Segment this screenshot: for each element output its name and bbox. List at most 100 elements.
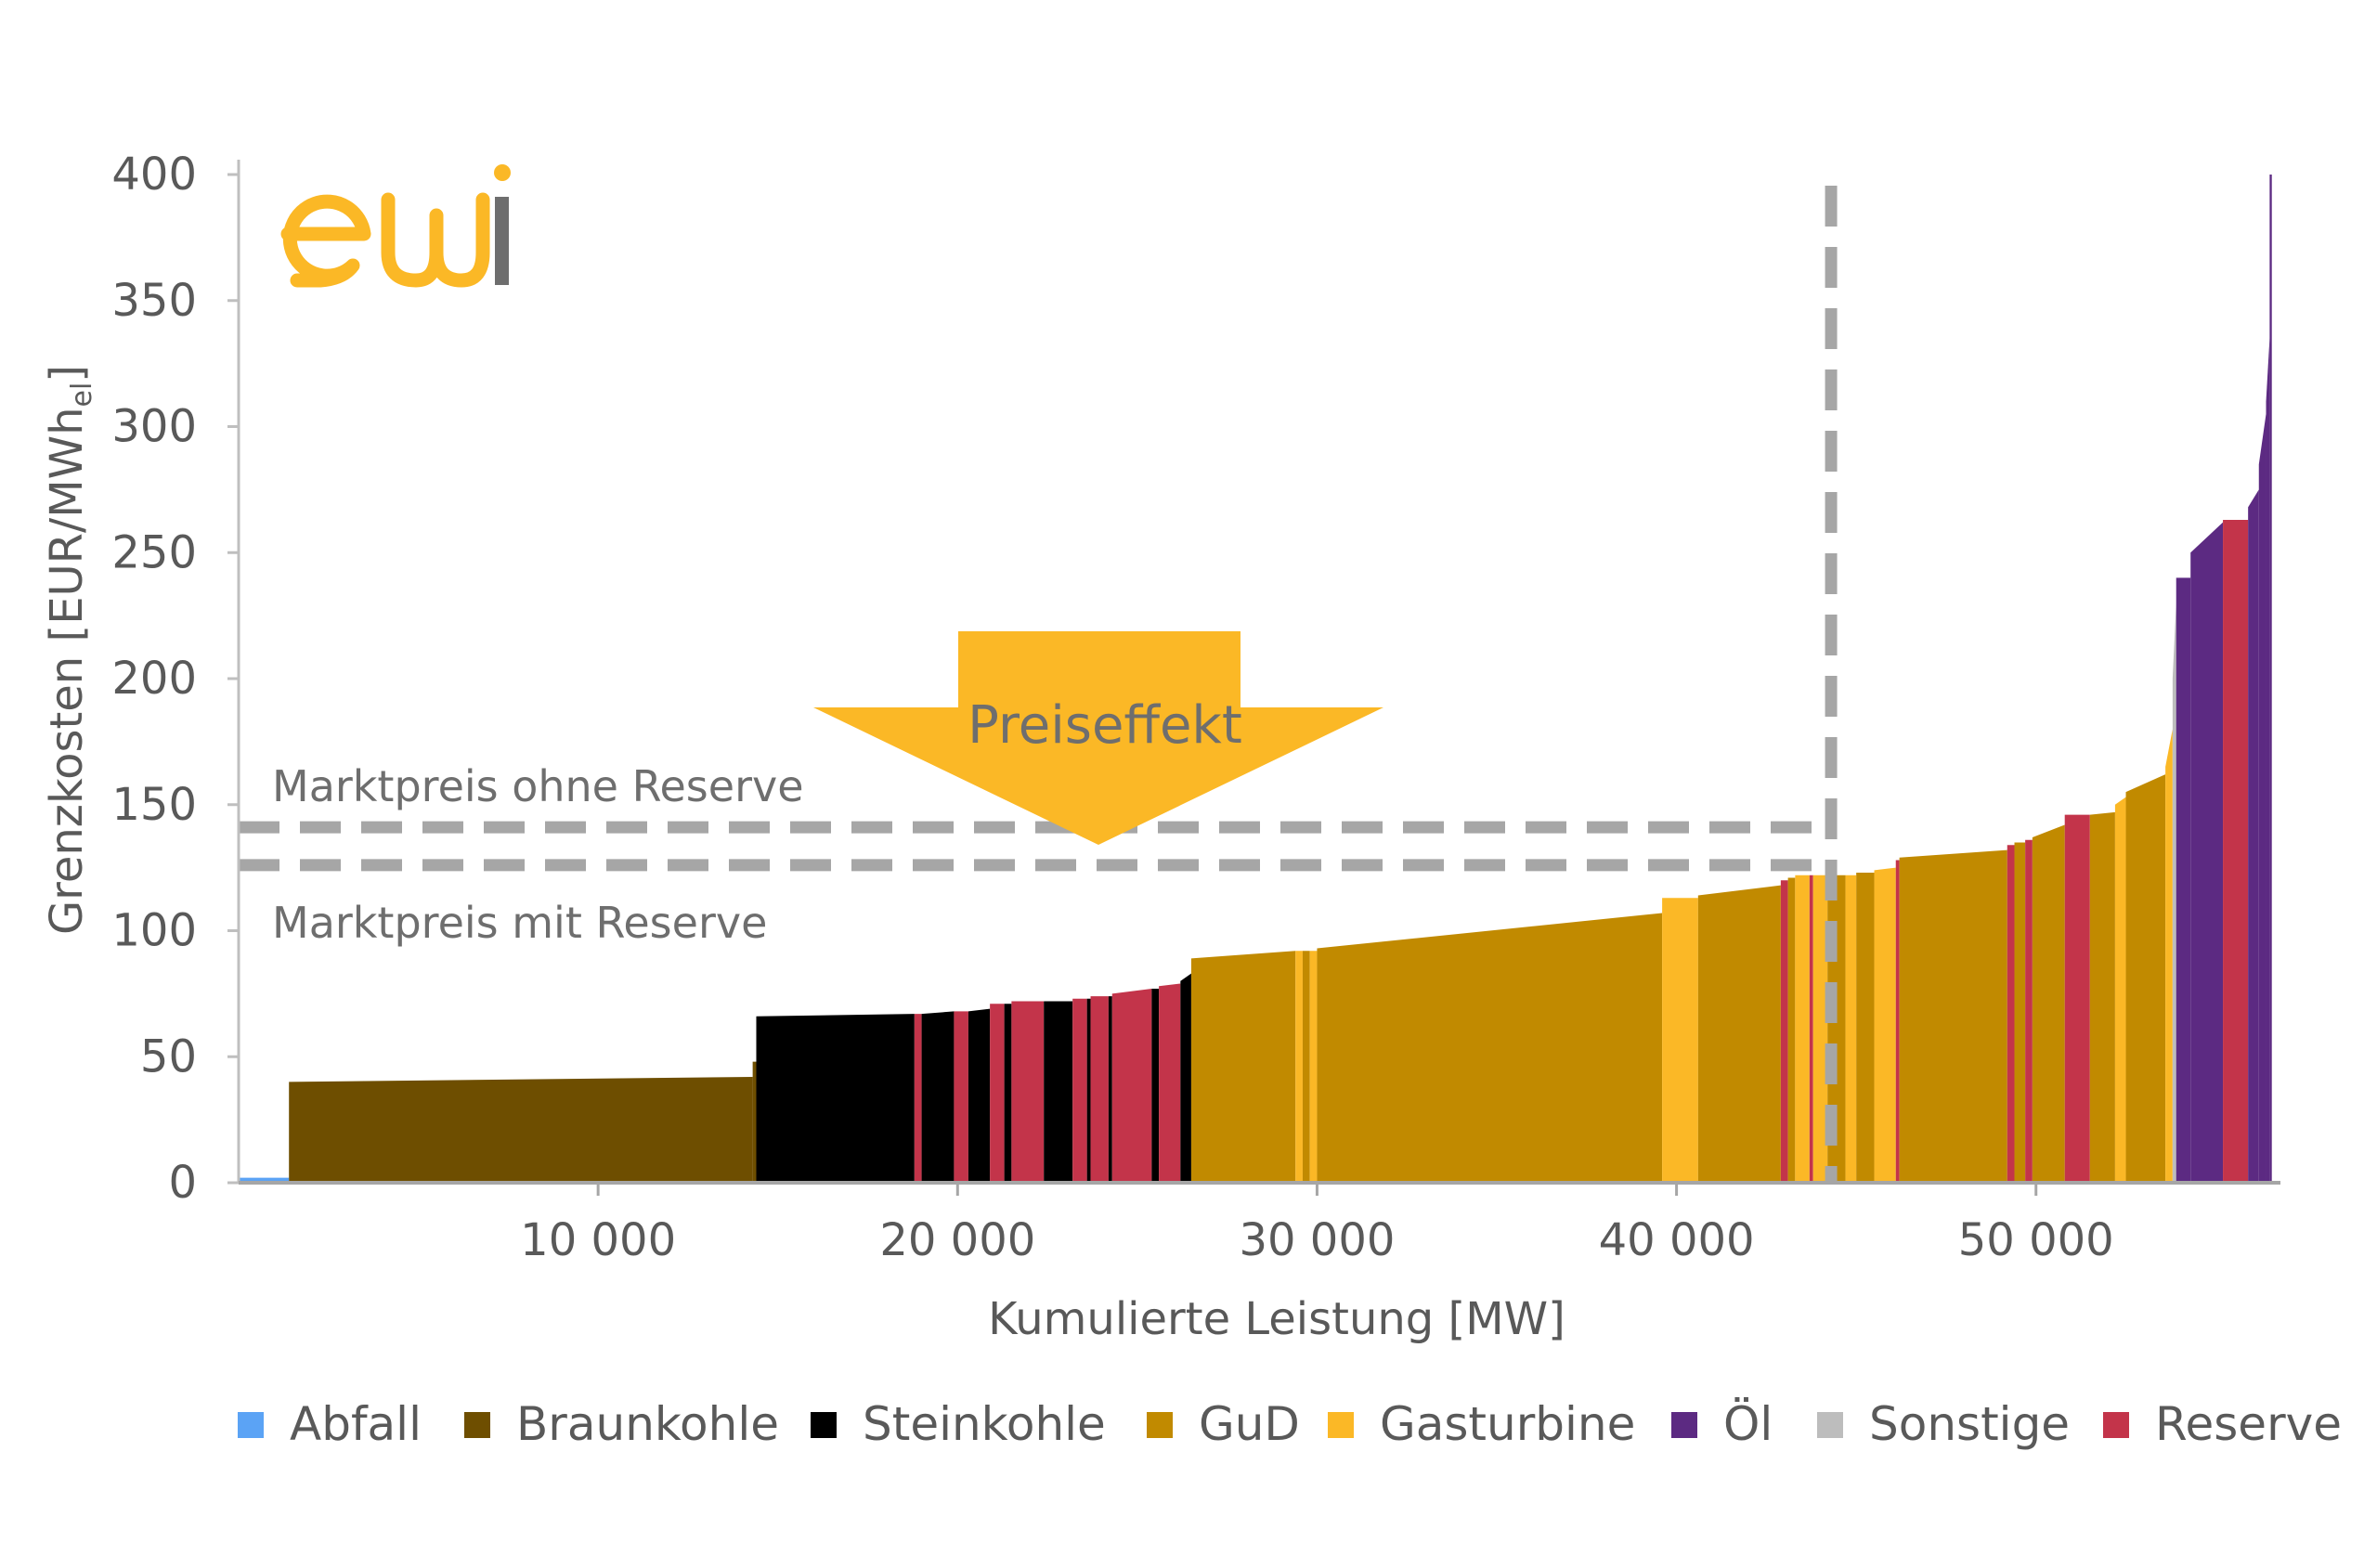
segment-steinkohle-7 [968,1008,991,1183]
segment-steinkohle-17 [1151,988,1160,1183]
y-tick-label-350: 350 [111,275,197,327]
y-tick-label-100: 100 [111,905,197,957]
y-axis-label-sub: el [66,382,98,408]
segment-gasturbine-29 [1795,875,1810,1183]
legend-swatch-reserve [2103,1412,2129,1438]
segment-gud-28 [1787,877,1796,1183]
segment-reserve-38 [2007,845,2015,1183]
segment-braunkohle-1 [289,1076,753,1183]
preiseffekt-arrow [813,631,1383,845]
legend-swatch-sonstige [1817,1412,1843,1438]
x-ticks: 10 000 20 000 30 000 40 000 50 000 [520,1183,2114,1266]
segment-reserve-10 [1011,1001,1045,1183]
segment-gud-41 [2032,824,2065,1183]
legend-swatch-gud [1147,1412,1173,1438]
logo-e-glyph [280,194,371,288]
segment-reserve-50 [2223,519,2249,1183]
segment-reserve-40 [2025,839,2033,1183]
y-ticks: 0 50 100 150 200 250 300 350 400 [111,149,239,1209]
segment-gud-43 [2089,811,2115,1183]
legend-swatch-oel [1671,1412,1697,1438]
segment-reserve-42 [2064,814,2090,1183]
segment-steinkohle-11 [1044,1001,1073,1183]
segment-steinkohle-5 [921,1011,955,1183]
segment-gasturbine-44 [2114,797,2126,1183]
preiseffekt-label: Preiseffekt [968,695,1242,756]
reference-label-ohne-reserve: Marktpreis ohne Reserve [272,761,804,811]
segment-gasturbine-35 [1874,867,1896,1183]
legend-swatch-braunkohle [464,1412,490,1438]
segment-reserve-14 [1090,996,1109,1183]
segment-braunkohle-2 [752,1061,757,1183]
segment-steinkohle-19 [1180,973,1191,1183]
y-axis-label-main: Grenzkosten [EUR/MWh [41,408,93,936]
segment-oel-48 [2176,577,2191,1183]
legend-label-abfall: Abfall [290,1397,422,1451]
segment-gasturbine-31 [1812,875,1828,1183]
segment-oel-54 [2269,175,2272,1183]
legend-label-steinkohle: Steinkohle [863,1397,1106,1451]
segment-gud-37 [1899,849,2007,1183]
segment-steinkohle-13 [1086,998,1091,1183]
legend-label-braunkohle: Braunkohle [516,1397,779,1451]
segment-reserve-30 [1809,875,1813,1183]
segment-reserve-18 [1159,983,1181,1183]
x-tick-label-40000: 40 000 [1599,1214,1755,1266]
segment-oel-52 [2258,413,2267,1183]
y-tick-label-300: 300 [111,401,197,453]
segment-gasturbine-33 [1845,875,1857,1183]
logo-w-glyph [381,192,490,288]
segment-oel-51 [2248,489,2259,1183]
legend-swatch-steinkohle [811,1412,837,1438]
legend-swatch-abfall [238,1412,264,1438]
legend-label-gasturbine: Gasturbine [1380,1397,1635,1451]
y-tick-label-50: 50 [140,1030,197,1082]
segment-sonstige-47 [2172,603,2176,1183]
y-tick-label-150: 150 [111,779,197,831]
segment-reserve-36 [1895,860,1900,1183]
y-tick-label-400: 400 [111,149,197,201]
merit-order-segments [239,175,2272,1184]
segment-gud-20 [1190,951,1296,1183]
logo-i-dot [494,164,511,181]
y-axis-label-end: ] [41,365,93,382]
x-tick-label-50000: 50 000 [1958,1214,2114,1266]
legend-label-reserve: Reserve [2155,1397,2342,1451]
preiseffekt-annotation: Preiseffekt [813,631,1383,845]
segment-gasturbine-25 [1662,898,1698,1183]
legend-swatch-gasturbine [1328,1412,1354,1438]
x-axis-label: Kumulierte Leistung [MW] [988,1293,1565,1345]
segment-gasturbine-23 [1309,951,1318,1183]
legend-label-oel: Öl [1723,1397,1773,1451]
segment-reserve-27 [1780,880,1788,1183]
segment-oel-53 [2266,338,2270,1184]
ewi-logo: ewi [280,164,511,288]
segment-reserve-16 [1111,988,1152,1183]
segment-reserve-12 [1072,998,1087,1183]
x-tick-label-20000: 20 000 [879,1214,1035,1266]
y-tick-label-0: 0 [168,1157,197,1209]
legend: Abfall Braunkohle Steinkohle GuD Gasturbine Ö… [238,1397,2342,1451]
segment-gud-26 [1697,885,1781,1183]
segment-reserve-8 [990,1004,1005,1183]
reference-lines: Marktpreis ohne Reserve Marktpreis mit Re… [239,186,1838,1183]
segment-reserve-6 [954,1011,968,1183]
segment-steinkohle-15 [1108,996,1112,1183]
logo-i-stem [495,197,509,285]
y-tick-label-250: 250 [111,526,197,578]
y-tick-label-200: 200 [111,653,197,705]
segment-gud-22 [1302,951,1310,1183]
segment-gud-34 [1856,873,1875,1183]
segment-oel-49 [2190,522,2224,1183]
legend-label-sonstige: Sonstige [1869,1397,2070,1451]
segment-gud-24 [1317,913,1663,1183]
segment-reserve-4 [914,1014,922,1183]
segment-gud-45 [2125,774,2166,1183]
legend-label-gud: GuD [1199,1397,1300,1451]
x-tick-label-30000: 30 000 [1239,1214,1395,1266]
segment-steinkohle-3 [756,1014,915,1183]
axes [237,160,2280,1185]
segment-steinkohle-9 [1004,1004,1012,1183]
x-tick-label-10000: 10 000 [520,1214,676,1266]
